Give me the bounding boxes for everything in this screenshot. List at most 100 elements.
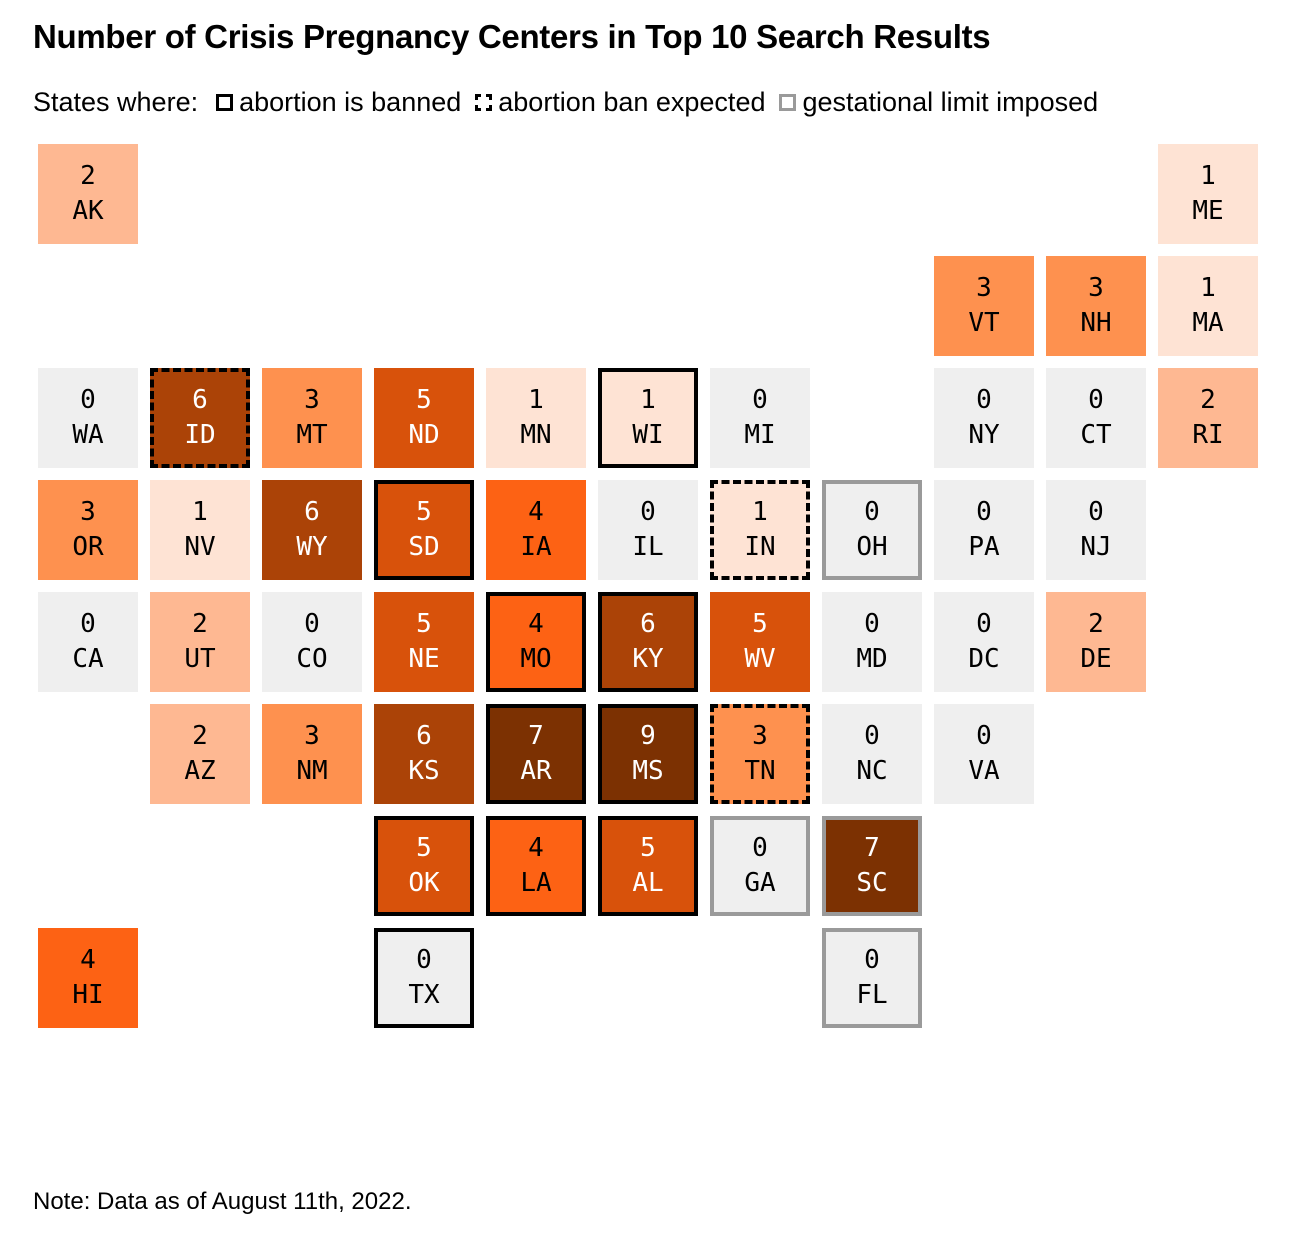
state-value: 6: [304, 497, 320, 527]
state-abbr: IA: [520, 532, 552, 562]
state-value: 0: [640, 497, 656, 527]
state-tile-or: 3 OR: [38, 480, 138, 580]
state-tile-sd: 5 SD: [374, 480, 474, 580]
state-value: 4: [528, 833, 544, 863]
state-abbr: MT: [296, 420, 328, 450]
legend-label-expected: abortion ban expected: [498, 86, 766, 117]
state-tile-wv: 5 WV: [710, 592, 810, 692]
state-abbr: DE: [1080, 644, 1112, 674]
state-tile-hi: 4 HI: [38, 928, 138, 1028]
state-tile-id: 6 ID: [150, 368, 250, 468]
footnote: Note: Data as of August 11th, 2022.: [33, 1188, 412, 1215]
state-abbr: WA: [72, 420, 104, 450]
state-value: 0: [752, 385, 768, 415]
state-value: 0: [1088, 497, 1104, 527]
state-tile-ga: 0 GA: [710, 816, 810, 916]
state-tile-il: 0 IL: [598, 480, 698, 580]
state-tile-tn: 3 TN: [710, 704, 810, 804]
state-tile-ok: 5 OK: [374, 816, 474, 916]
state-abbr: OR: [72, 532, 104, 562]
chart-title: Number of Crisis Pregnancy Centers in To…: [33, 18, 991, 55]
state-abbr: MS: [632, 756, 664, 786]
state-tile-pa: 0 PA: [934, 480, 1034, 580]
state-abbr: UT: [184, 644, 216, 674]
state-value: 1: [752, 497, 768, 527]
state-abbr: ID: [184, 420, 216, 450]
state-value: 0: [976, 609, 992, 639]
state-value: 7: [864, 833, 880, 863]
legend-item-expected: abortion ban expected: [475, 87, 765, 118]
legend-prefix: States where:: [33, 86, 199, 117]
state-abbr: RI: [1192, 420, 1224, 450]
state-abbr: WY: [296, 532, 328, 562]
state-abbr: HI: [72, 980, 104, 1010]
state-tile-ar: 7 AR: [486, 704, 586, 804]
state-tile-va: 0 VA: [934, 704, 1034, 804]
state-value: 4: [528, 609, 544, 639]
state-value: 0: [864, 609, 880, 639]
state-value: 1: [1200, 161, 1216, 191]
state-abbr: AL: [632, 868, 664, 898]
legend-item-limit: gestational limit imposed: [779, 87, 1098, 118]
state-value: 1: [1200, 273, 1216, 303]
state-tile-az: 2 AZ: [150, 704, 250, 804]
state-value: 6: [192, 385, 208, 415]
state-tile-la: 4 LA: [486, 816, 586, 916]
state-tile-ca: 0 CA: [38, 592, 138, 692]
state-tile-wa: 0 WA: [38, 368, 138, 468]
state-abbr: NY: [968, 420, 1000, 450]
state-value: 0: [976, 497, 992, 527]
state-value: 4: [80, 945, 96, 975]
state-tile-nv: 1 NV: [150, 480, 250, 580]
state-tile-me: 1 ME: [1158, 144, 1258, 244]
state-tile-sc: 7 SC: [822, 816, 922, 916]
state-value: 5: [640, 833, 656, 863]
state-abbr: MI: [744, 420, 776, 450]
state-abbr: KY: [632, 644, 664, 674]
state-value: 3: [1088, 273, 1104, 303]
state-abbr: GA: [744, 868, 776, 898]
state-abbr: DC: [968, 644, 1000, 674]
state-tile-mi: 0 MI: [710, 368, 810, 468]
state-abbr: OH: [856, 532, 888, 562]
state-tile-oh: 0 OH: [822, 480, 922, 580]
state-value: 0: [416, 945, 432, 975]
state-abbr: NE: [408, 644, 440, 674]
state-abbr: NV: [184, 532, 216, 562]
state-tile-ky: 6 KY: [598, 592, 698, 692]
state-abbr: TN: [744, 756, 776, 786]
state-value: 0: [752, 833, 768, 863]
state-value: 9: [640, 721, 656, 751]
state-tile-fl: 0 FL: [822, 928, 922, 1028]
state-value: 2: [192, 609, 208, 639]
state-abbr: FL: [856, 980, 888, 1010]
state-value: 0: [80, 609, 96, 639]
state-abbr: NM: [296, 756, 328, 786]
state-tile-ny: 0 NY: [934, 368, 1034, 468]
legend-swatch-expected: [475, 93, 493, 111]
state-abbr: IN: [744, 532, 776, 562]
state-abbr: CT: [1080, 420, 1112, 450]
state-value: 6: [416, 721, 432, 751]
state-abbr: WI: [632, 420, 664, 450]
state-tile-nc: 0 NC: [822, 704, 922, 804]
state-value: 5: [752, 609, 768, 639]
state-tile-nm: 3 NM: [262, 704, 362, 804]
state-value: 0: [864, 497, 880, 527]
state-value: 3: [752, 721, 768, 751]
state-abbr: VT: [968, 308, 1000, 338]
state-abbr: TX: [408, 980, 440, 1010]
state-abbr: WV: [744, 644, 776, 674]
legend-swatch-banned: [216, 93, 234, 111]
state-tile-md: 0 MD: [822, 592, 922, 692]
state-tile-ak: 2 AK: [38, 144, 138, 244]
state-value: 0: [864, 721, 880, 751]
state-abbr: MN: [520, 420, 552, 450]
state-tile-vt: 3 VT: [934, 256, 1034, 356]
state-value: 2: [80, 161, 96, 191]
state-value: 2: [1088, 609, 1104, 639]
state-value: 0: [976, 385, 992, 415]
state-value: 3: [304, 385, 320, 415]
state-value: 3: [80, 497, 96, 527]
state-value: 5: [416, 609, 432, 639]
